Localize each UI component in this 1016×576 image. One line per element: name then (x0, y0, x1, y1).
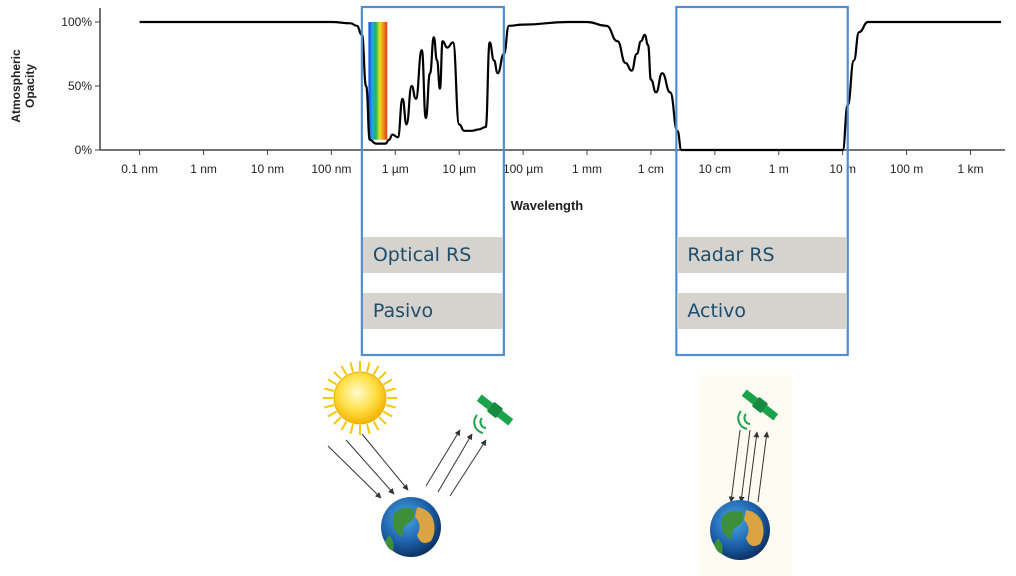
sun-icon (323, 361, 397, 435)
x-tick-label: 10 nm (251, 162, 284, 176)
y-tick-label: 50% (68, 79, 92, 93)
y-axis-title: AtmosphericOpacity (9, 49, 37, 123)
x-tick-label: 1 cm (638, 162, 664, 176)
signal-waves-icon (737, 410, 751, 430)
x-tick-label: 1 m (769, 162, 789, 176)
opacity-curve (139, 20, 1001, 152)
earth-icon (710, 500, 770, 560)
radar-pulse-arrows (728, 429, 770, 503)
optical-label-2: Pasivo (362, 293, 503, 329)
y-tick-label: 100% (61, 15, 92, 29)
x-tick-label: 10 m (829, 162, 856, 176)
x-tick-label: 1 mm (572, 162, 602, 176)
satellite-icon (476, 394, 514, 426)
visible-spectrum-band (368, 22, 388, 140)
x-tick-label: 10 cm (698, 162, 731, 176)
reflected-light-arrows (425, 429, 487, 497)
earth-icon (381, 497, 441, 557)
radar-label-1: Radar RS (677, 237, 847, 273)
x-tick-label: 100 nm (311, 162, 351, 176)
x-tick-label: 0.1 nm (121, 162, 158, 176)
x-tick-label: 100 µm (503, 162, 543, 176)
passive-illustration (323, 361, 514, 557)
x-axis-title: Wavelength (511, 198, 584, 213)
y-tick-label: 0% (75, 143, 93, 157)
optical-label-1: Optical RS (362, 237, 503, 273)
x-tick-label: 10 µm (442, 162, 476, 176)
active-illustration (700, 375, 792, 575)
radar-region-box (675, 5, 849, 357)
x-tick-label: 1 km (957, 162, 983, 176)
optical-region-box (360, 5, 505, 357)
x-tick-label: 100 m (890, 162, 923, 176)
satellite-icon (741, 389, 779, 421)
signal-waves-icon (473, 414, 487, 434)
x-tick-label: 1 µm (382, 162, 409, 176)
incoming-sunlight-arrows (327, 433, 409, 499)
x-tick-label: 1 nm (190, 162, 217, 176)
radar-label-2: Activo (677, 293, 847, 329)
